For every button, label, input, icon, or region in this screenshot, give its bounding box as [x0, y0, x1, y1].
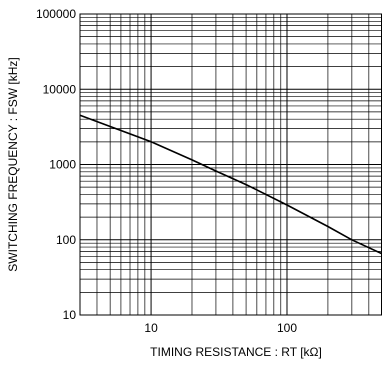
x-tick-label: 10: [144, 321, 158, 335]
grid-lines: [79, 13, 382, 316]
y-tick-label: 100000: [36, 7, 76, 21]
y-tick-label: 100: [56, 233, 76, 247]
y-tick-label: 1000: [49, 158, 76, 172]
y-tick-label: 10: [63, 308, 77, 322]
y-axis-label: SWITCHING FREQUENCY : FSW [kHz]: [6, 57, 20, 271]
x-tick-label: 100: [277, 321, 297, 335]
x-axis-label: TIMING RESISTANCE : RT [kΩ]: [150, 345, 322, 359]
frequency-curve: [79, 114, 382, 255]
y-tick-label: 10000: [43, 82, 77, 96]
x-tick-labels: 10 100: [144, 321, 297, 335]
y-tick-labels: 10 100 1000 10000 100000: [36, 7, 76, 322]
